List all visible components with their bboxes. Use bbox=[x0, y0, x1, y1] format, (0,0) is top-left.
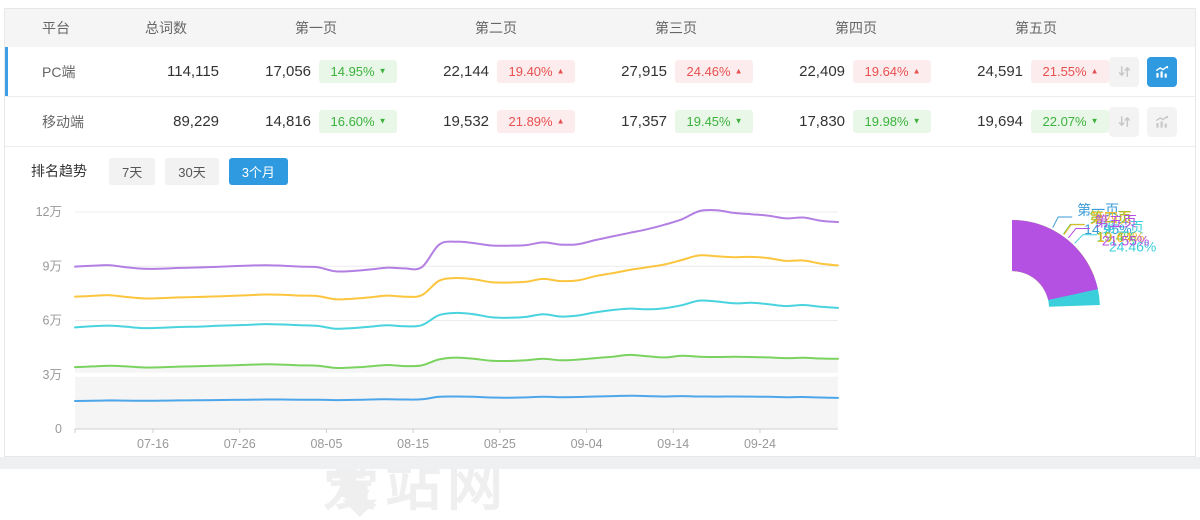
page5-cell: 19,694 22.07% ▼ bbox=[931, 110, 1110, 133]
change-badge: 19.64% ▲ bbox=[853, 60, 932, 83]
table-row-mobile[interactable]: 移动端 89,229 14,816 16.60% ▼ 19,532 21.89% ▲… bbox=[5, 97, 1195, 147]
table-row-pc[interactable]: PC端 114,115 17,056 14.95% ▼ 22,144 19.40%… bbox=[5, 47, 1195, 97]
svg-text:07-26: 07-26 bbox=[224, 437, 256, 451]
arrow-down-icon: ▼ bbox=[378, 116, 387, 125]
page1-cell: 14,816 16.60% ▼ bbox=[219, 110, 398, 133]
arrow-up-icon: ▲ bbox=[556, 66, 565, 75]
header-page-5: 第五页 bbox=[1015, 20, 1057, 36]
change-badge: 24.46% ▲ bbox=[675, 60, 754, 83]
header-platform: 平台 bbox=[42, 20, 70, 36]
sort-arrows-icon bbox=[1118, 66, 1130, 77]
trend-title: 排名趋势 bbox=[31, 163, 87, 179]
svg-text:09-14: 09-14 bbox=[657, 437, 689, 451]
keyword-rank-panel: 平台 总词数 第一页 第二页 第三页 第四页 第五页 PC端 114,115 1… bbox=[4, 8, 1196, 518]
arrow-up-icon: ▲ bbox=[734, 66, 743, 75]
sort-arrows-icon bbox=[1118, 116, 1130, 127]
page4-cell: 22,409 19.64% ▲ bbox=[753, 60, 932, 83]
change-badge: 22.07% ▼ bbox=[1031, 110, 1110, 133]
page4-cell: 17,830 19.98% ▼ bbox=[753, 110, 932, 133]
page-background-strip bbox=[0, 457, 1200, 469]
page-count: 24,591 bbox=[977, 63, 1024, 80]
table-header: 平台 总词数 第一页 第二页 第三页 第四页 第五页 bbox=[5, 9, 1195, 47]
svg-text:08-25: 08-25 bbox=[484, 437, 516, 451]
rank-trend-chart-area: 爱站网 07-16 07-26 08-05 08-15 08-25 09-04 09-14 0… bbox=[5, 186, 885, 518]
page-count: 22,144 bbox=[443, 63, 490, 80]
arrow-up-icon: ▲ bbox=[912, 66, 921, 75]
change-badge: 14.95% ▼ bbox=[319, 60, 398, 83]
svg-text:08-05: 08-05 bbox=[310, 437, 342, 451]
tab-30-days[interactable]: 30天 bbox=[165, 157, 219, 185]
total-words-value: 114,115 bbox=[167, 63, 220, 80]
page-count: 19,694 bbox=[977, 113, 1024, 130]
trend-toolbar: 排名趋势 7天 30天 3个月 bbox=[5, 155, 1195, 187]
svg-text:0: 0 bbox=[55, 422, 62, 436]
page-distribution-donut-chart[interactable]: 第一页 14.95%第二页 19.4%第三页 24.46%第四页 19.64%第五页 21… bbox=[860, 186, 1200, 458]
tab-3-months[interactable]: 3个月 bbox=[228, 157, 288, 185]
svg-text:08-15: 08-15 bbox=[397, 437, 429, 451]
tab-7-days[interactable]: 7天 bbox=[109, 157, 156, 185]
page3-cell: 27,915 24.46% ▲ bbox=[575, 60, 754, 83]
page-count: 19,532 bbox=[443, 113, 490, 130]
platform-label: PC端 bbox=[42, 63, 76, 80]
sort-button[interactable] bbox=[1109, 56, 1140, 87]
trend-chart-icon bbox=[1156, 115, 1169, 128]
change-badge: 19.40% ▲ bbox=[497, 60, 576, 83]
page-count: 17,056 bbox=[265, 63, 312, 80]
svg-text:12万: 12万 bbox=[36, 205, 62, 219]
page-count: 17,357 bbox=[621, 113, 668, 130]
svg-text:3万: 3万 bbox=[43, 368, 62, 382]
svg-text:07-16: 07-16 bbox=[137, 437, 169, 451]
page2-cell: 19,532 21.89% ▲ bbox=[397, 110, 576, 133]
change-badge: 21.55% ▲ bbox=[1031, 60, 1110, 83]
header-page-4: 第四页 bbox=[835, 20, 877, 36]
trend-chart-icon bbox=[1156, 65, 1169, 78]
svg-text:9万: 9万 bbox=[43, 259, 62, 273]
page1-cell: 17,056 14.95% ▼ bbox=[219, 60, 398, 83]
svg-text:09-24: 09-24 bbox=[744, 437, 776, 451]
header-page-1: 第一页 bbox=[295, 20, 337, 36]
page-count: 22,409 bbox=[799, 63, 846, 80]
platform-label: 移动端 bbox=[42, 113, 84, 130]
selected-row-indicator bbox=[5, 47, 8, 96]
arrow-down-icon: ▼ bbox=[378, 66, 387, 75]
svg-text:09-04: 09-04 bbox=[571, 437, 603, 451]
change-badge: 19.98% ▼ bbox=[853, 110, 932, 133]
page-count: 14,816 bbox=[265, 113, 312, 130]
page-distribution-chart-area: 第一页 14.95% 第二页 19.4% 第三页 24.46% 第四页 19.64% 第五页 21… bbox=[860, 186, 1200, 458]
page5-cell: 24,591 21.55% ▲ bbox=[931, 60, 1110, 83]
arrow-down-icon: ▼ bbox=[912, 116, 921, 125]
change-badge: 19.45% ▼ bbox=[675, 110, 754, 133]
total-words-value: 89,229 bbox=[173, 113, 220, 130]
page2-cell: 22,144 19.40% ▲ bbox=[397, 60, 576, 83]
page-count: 17,830 bbox=[799, 113, 846, 130]
header-page-3: 第三页 bbox=[655, 20, 697, 36]
rank-trend-line-chart[interactable]: 07-16 07-26 08-05 08-15 08-25 09-04 09-14 09-24… bbox=[5, 186, 885, 464]
trend-chart-button[interactable] bbox=[1147, 56, 1178, 87]
header-page-2: 第二页 bbox=[475, 20, 517, 36]
trend-chart-button[interactable] bbox=[1147, 106, 1178, 137]
arrow-up-icon: ▲ bbox=[1090, 66, 1099, 75]
header-total-words: 总词数 bbox=[145, 20, 187, 36]
svg-text:6万: 6万 bbox=[43, 314, 62, 328]
page-count: 27,915 bbox=[621, 63, 668, 80]
page3-cell: 17,357 19.45% ▼ bbox=[575, 110, 754, 133]
arrow-down-icon: ▼ bbox=[734, 116, 743, 125]
arrow-down-icon: ▼ bbox=[1090, 116, 1099, 125]
arrow-up-icon: ▲ bbox=[556, 116, 565, 125]
change-badge: 21.89% ▲ bbox=[497, 110, 576, 133]
trend-period-tabs: 7天 30天 3个月 bbox=[109, 157, 288, 185]
sort-button[interactable] bbox=[1109, 106, 1140, 137]
change-badge: 16.60% ▼ bbox=[319, 110, 398, 133]
